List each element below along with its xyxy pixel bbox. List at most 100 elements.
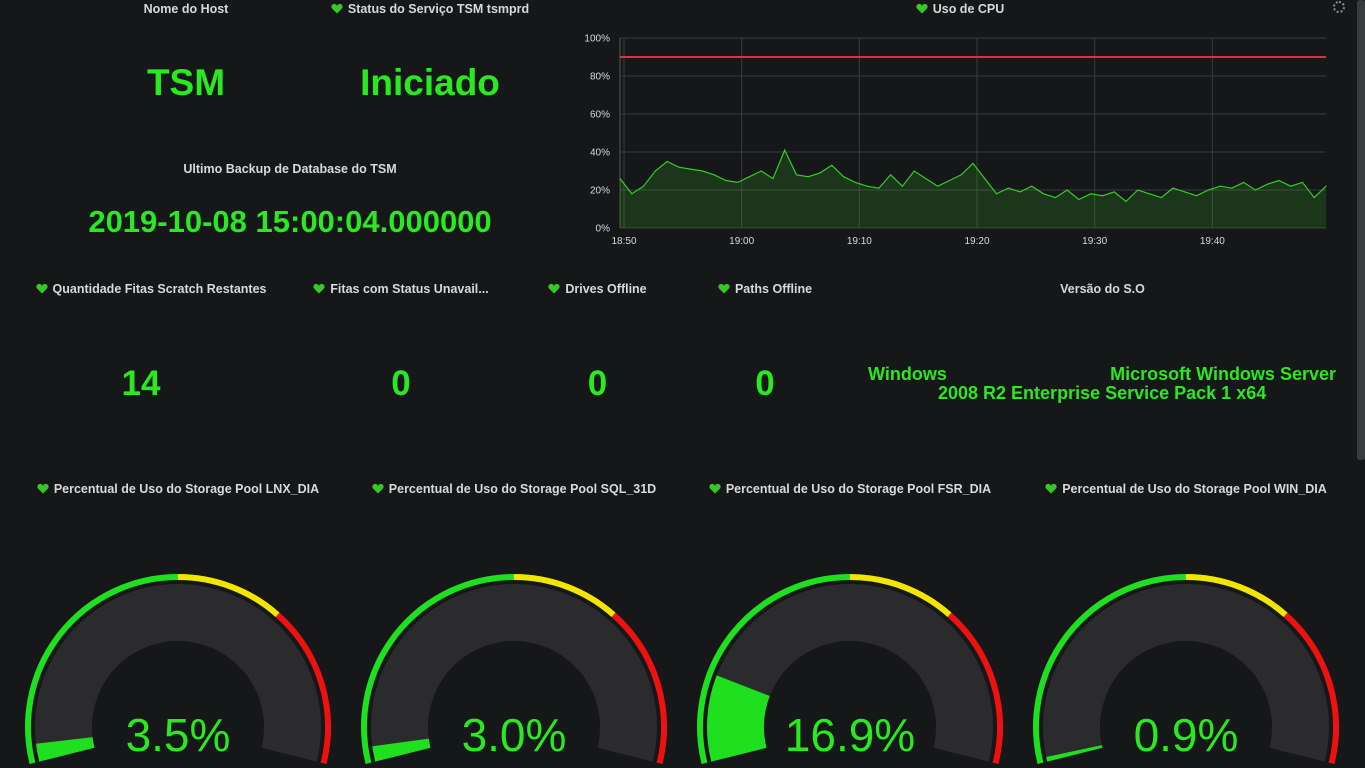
cpu-point: [690, 168, 692, 170]
paths-offline-title[interactable]: Paths Offline: [700, 282, 830, 296]
gauge-threshold-yellow: [849, 574, 952, 618]
cpu-y-tick: 0%: [596, 224, 611, 235]
cpu-point: [1160, 197, 1162, 199]
cpu-point: [1278, 179, 1280, 182]
cpu-x-tick: 19:30: [1082, 236, 1107, 247]
cpu-point: [748, 176, 751, 178]
gauge-value-fill: [35, 737, 95, 762]
cpu-point: [678, 166, 680, 168]
cpu-x-tick: 19:10: [847, 236, 872, 247]
service-panel: Status do Serviço TSM tsmprd Iniciado: [318, 0, 542, 140]
cpu-point: [1172, 187, 1174, 189]
scrollbar[interactable]: [1357, 0, 1365, 460]
cpu-point: [1090, 193, 1092, 195]
drives-offline-title-label: Drives Offline: [565, 282, 647, 296]
gauge-panel-title[interactable]: Percentual de Uso do Storage Pool WIN_DI…: [1028, 482, 1344, 496]
cpu-y-tick: 40%: [590, 148, 610, 159]
gauge-value-text: 16.9%: [784, 709, 916, 761]
backup-value: 2019-10-08 15:00:04.000000: [88, 204, 492, 239]
gauge-threshold-red: [611, 612, 667, 765]
cpu-point: [725, 179, 727, 182]
cpu-y-tick: 80%: [590, 72, 610, 83]
host-value: TSM: [146, 62, 226, 103]
cpu-x-tick: 19:00: [729, 236, 754, 247]
gauge-threshold-yellow: [1185, 574, 1288, 618]
cpu-point: [1043, 193, 1045, 195]
os-value-line2: 2008 R2 Enterprise Service Pack 1 x64: [938, 383, 1267, 403]
backup-panel: Ultimo Backup de Database do TSM 2019-10…: [0, 160, 580, 260]
unavailable-tapes-title[interactable]: Fitas com Status Unavail...: [296, 282, 506, 296]
cpu-point: [995, 193, 998, 195]
os-version-title[interactable]: Versão do S.O: [1060, 282, 1145, 296]
gauge-value-fill: [372, 738, 431, 762]
cpu-point: [642, 185, 645, 187]
cpu-point: [772, 178, 774, 180]
cpu-point: [901, 185, 903, 187]
heart-icon: [331, 3, 343, 14]
cpu-point: [866, 185, 868, 187]
cpu-point: [737, 181, 739, 183]
cpu-point: [984, 178, 986, 180]
storage-pool-gauge-panel: Percentual de Uso do Storage Pool FSR_DI…: [692, 480, 1008, 768]
cpu-y-tick: 100%: [584, 34, 610, 45]
cpu-point: [654, 170, 656, 172]
cpu-point: [890, 174, 892, 176]
cpu-y-tick: 20%: [590, 186, 610, 197]
cpu-point: [631, 193, 633, 195]
heart-icon: [37, 483, 49, 494]
cpu-x-tick: 19:40: [1200, 236, 1225, 247]
os-value-line1: Microsoft Windows Server: [1110, 364, 1336, 384]
cpu-chart[interactable]: 0% 20% 40% 60% 80% 100% 18:50 19:00 19:10 19:20 19…: [580, 0, 1340, 260]
gauge-threshold-green: [1033, 574, 1187, 765]
cpu-point: [960, 174, 962, 176]
cpu-point: [1207, 189, 1209, 191]
gauge-panel-title[interactable]: Percentual de Uso do Storage Pool LNX_DI…: [20, 482, 336, 496]
cpu-point: [1231, 187, 1233, 189]
storage-pool-gauge-panel: Percentual de Uso do Storage Pool SQL_31…: [356, 480, 672, 768]
cpu-point: [1266, 183, 1268, 185]
cpu-point: [913, 170, 915, 172]
gauge-value-text: 3.0%: [461, 709, 567, 761]
gauge-threshold-red: [947, 612, 1003, 765]
gauge-threshold-green: [697, 574, 851, 765]
gauge-threshold-yellow: [177, 574, 280, 618]
gauge-value-text: 3.5%: [125, 709, 231, 761]
unavailable-tapes-panel: Fitas com Status Unavail... 0: [296, 280, 506, 440]
backup-panel-title[interactable]: Ultimo Backup de Database do TSM: [183, 162, 397, 176]
cpu-point: [1243, 181, 1245, 183]
cpu-point: [760, 170, 762, 172]
gauge-track: [1043, 584, 1329, 762]
paths-offline-title-label: Paths Offline: [734, 282, 813, 296]
cpu-point: [713, 174, 715, 176]
cpu-point: [1301, 181, 1304, 183]
cpu-point: [1066, 189, 1068, 191]
service-panel-title[interactable]: Status do Serviço TSM tsmprd: [318, 2, 542, 16]
gauge-threshold-green: [361, 574, 515, 765]
cpu-point: [878, 187, 880, 189]
gauge-track: [35, 584, 321, 762]
gauge-threshold-red: [1283, 612, 1339, 765]
gauge-panel-title[interactable]: Percentual de Uso do Storage Pool SQL_31…: [356, 482, 672, 496]
storage-pool-gauge-panel: Percentual de Uso do Storage Pool LNX_DI…: [20, 480, 336, 768]
gauge-threshold-yellow: [513, 574, 616, 618]
host-panel-title[interactable]: Nome do Host: [143, 2, 229, 16]
cpu-point: [925, 178, 927, 180]
heart-icon: [372, 483, 384, 494]
heart-icon: [313, 283, 325, 294]
cpu-point: [1313, 197, 1315, 199]
cpu-panel-title[interactable]: Uso de CPU: [580, 2, 1340, 16]
cpu-point: [1148, 193, 1151, 195]
paths-offline-value: 0: [755, 364, 775, 403]
gauge: [697, 574, 1003, 765]
gauge-panel-title[interactable]: Percentual de Uso do Storage Pool FSR_DI…: [692, 482, 1008, 496]
unavailable-tapes-value: 0: [391, 364, 411, 403]
cpu-x-tick: 19:20: [964, 236, 989, 247]
gauge-value-text: 0.9%: [1133, 709, 1239, 761]
scratch-tapes-title[interactable]: Quantidade Fitas Scratch Restantes: [20, 282, 282, 296]
cpu-point: [1101, 195, 1104, 197]
cpu-point: [948, 179, 951, 182]
drives-offline-title[interactable]: Drives Offline: [530, 282, 665, 296]
cpu-point: [1137, 189, 1139, 191]
cpu-point: [1195, 195, 1198, 197]
gauge-threshold-red: [275, 612, 331, 765]
